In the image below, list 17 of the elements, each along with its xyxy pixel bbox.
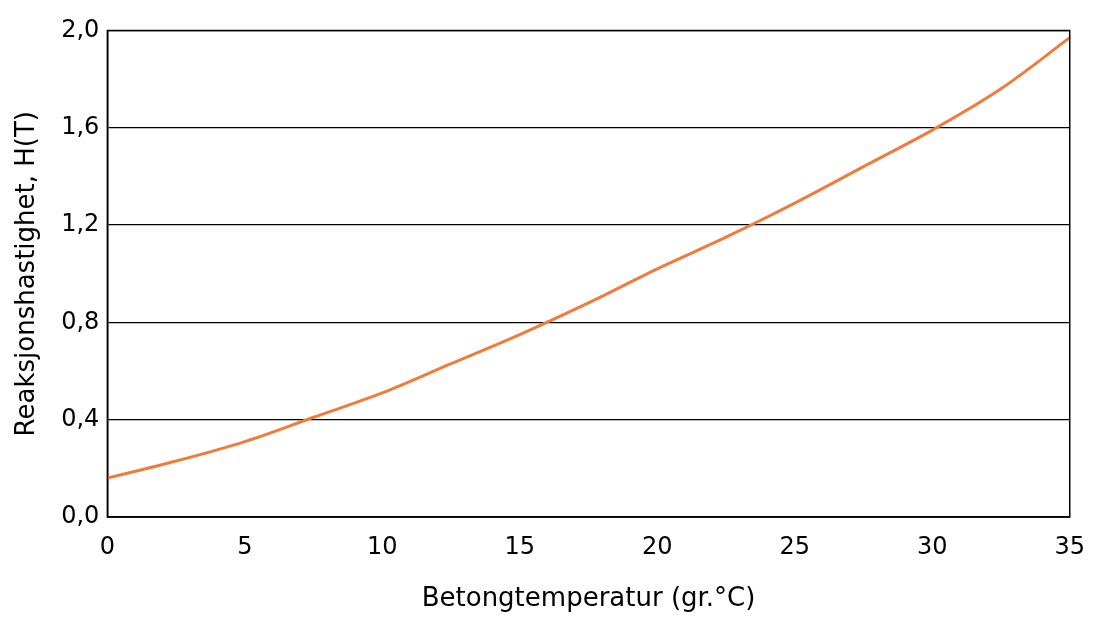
x-tick-label: 20 (642, 531, 673, 560)
line-series (107, 36, 1070, 480)
x-tick-label: 0 (99, 531, 116, 560)
y-tick-label: 1,6 (61, 111, 100, 140)
x-tick-label: 30 (916, 531, 948, 560)
x-axis-title: Betongtemperatur (gr.°C) (421, 582, 756, 613)
x-tick-label: 15 (504, 531, 536, 560)
x-tick-label: 35 (1054, 531, 1085, 560)
x-tick-label: 5 (237, 531, 253, 560)
y-axis-title: Reaksjonshastighet, H(T) (10, 111, 41, 437)
x-tick-label: 10 (367, 531, 398, 560)
x-tick-label: 25 (779, 531, 811, 560)
y-tick-label: 0,0 (61, 501, 100, 530)
y-tick-label: 0,4 (61, 403, 100, 432)
y-tick-label: 0,8 (61, 306, 100, 335)
y-tick-label: 1,2 (61, 209, 100, 238)
y-tick-label: 2,0 (61, 14, 100, 43)
